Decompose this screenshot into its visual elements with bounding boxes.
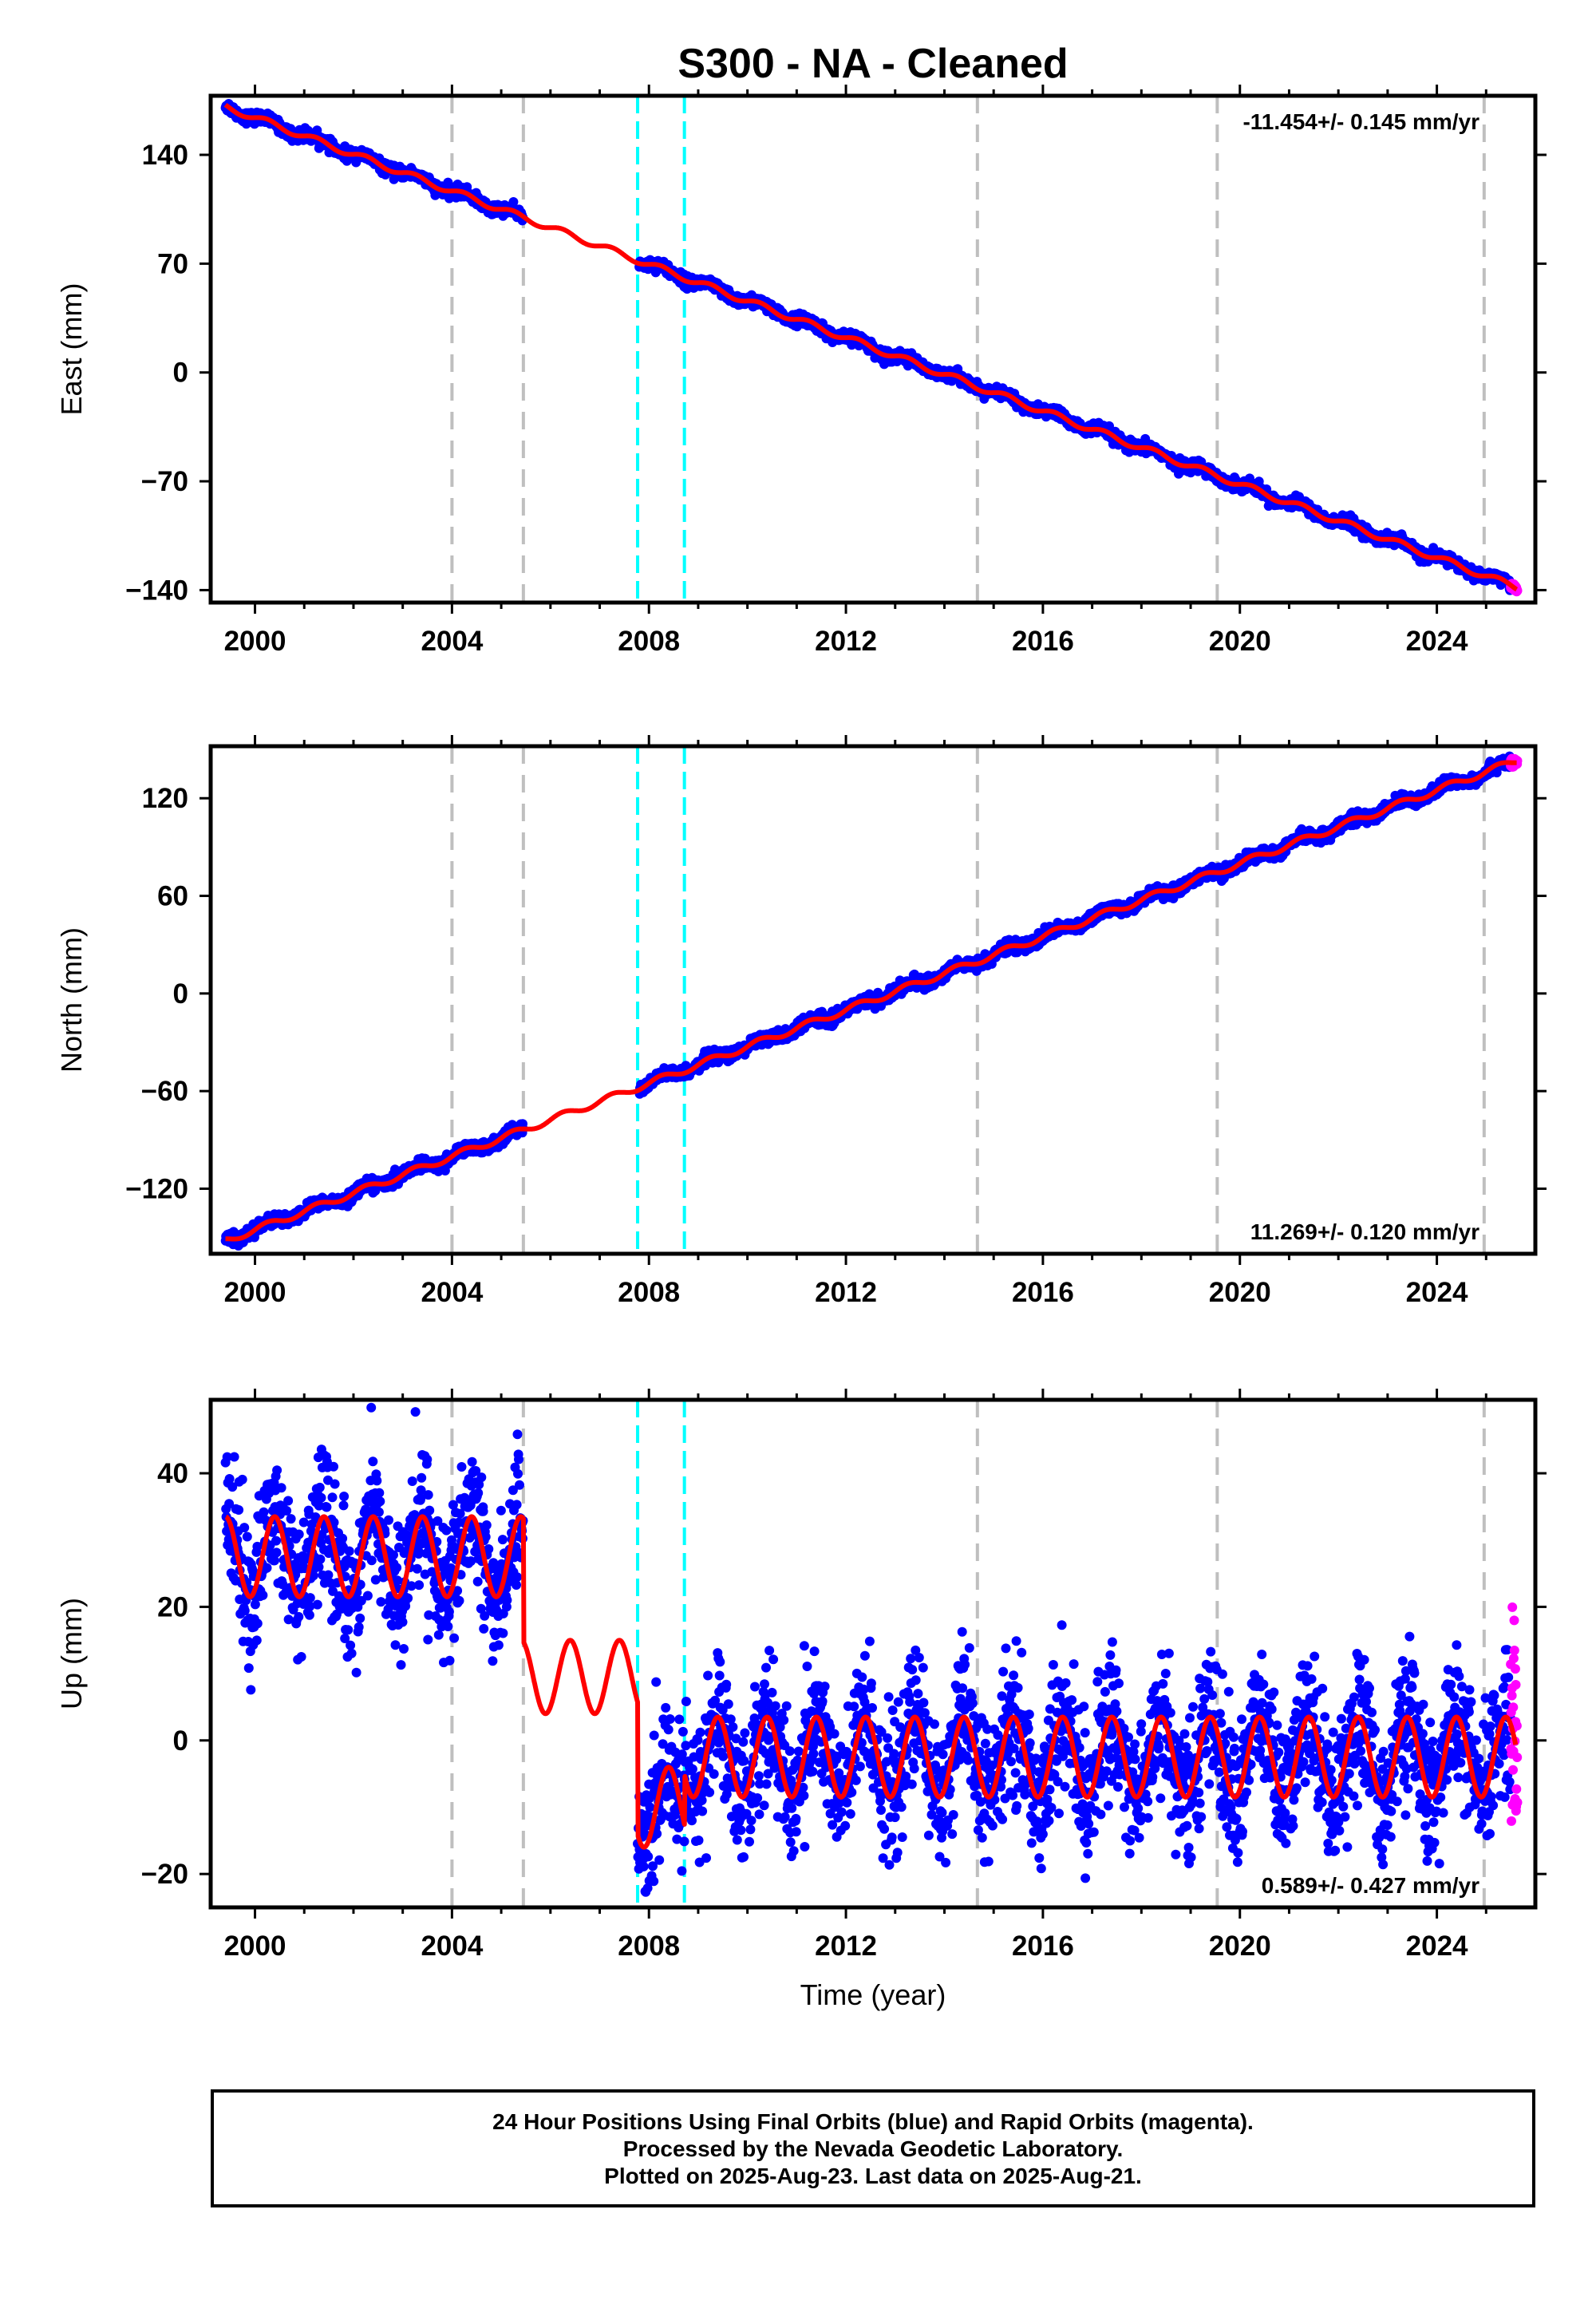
x-tick-label: 2008 [618, 626, 680, 657]
x-tick-label: 2020 [1209, 626, 1271, 657]
y-tick-label: 70 [157, 248, 188, 279]
x-tick-label: 2004 [421, 626, 483, 657]
plot-area [220, 746, 1523, 1254]
x-tick-label: 2012 [815, 626, 877, 657]
x-tick-label: 2024 [1406, 626, 1468, 657]
plot-area [220, 96, 1523, 603]
model-fit-line [223, 102, 1519, 592]
y-tick-label: 0 [173, 358, 188, 389]
panels: 140 70 0 −70 −140 2000 2004 2008 2012 2016 2020 202… [55, 85, 1547, 1962]
figure-title: S300 - NA - Cleaned [678, 41, 1068, 87]
panel-east: 140 70 0 −70 −140 2000 2004 2008 2012 2016 2020 202… [55, 85, 1547, 657]
final-orbit-point [508, 197, 519, 207]
y-tick-label: −70 [141, 466, 188, 497]
y-axis-label: East (mm) [55, 283, 88, 416]
x-tick-label: 2000 [224, 626, 286, 657]
y-tick-label: 140 [142, 140, 188, 171]
velocity-annotation: -11.454+/- 0.145 mm/yr [1242, 109, 1479, 134]
y-tick-label: −140 [125, 575, 188, 606]
x-tick-label: 2016 [1012, 626, 1074, 657]
